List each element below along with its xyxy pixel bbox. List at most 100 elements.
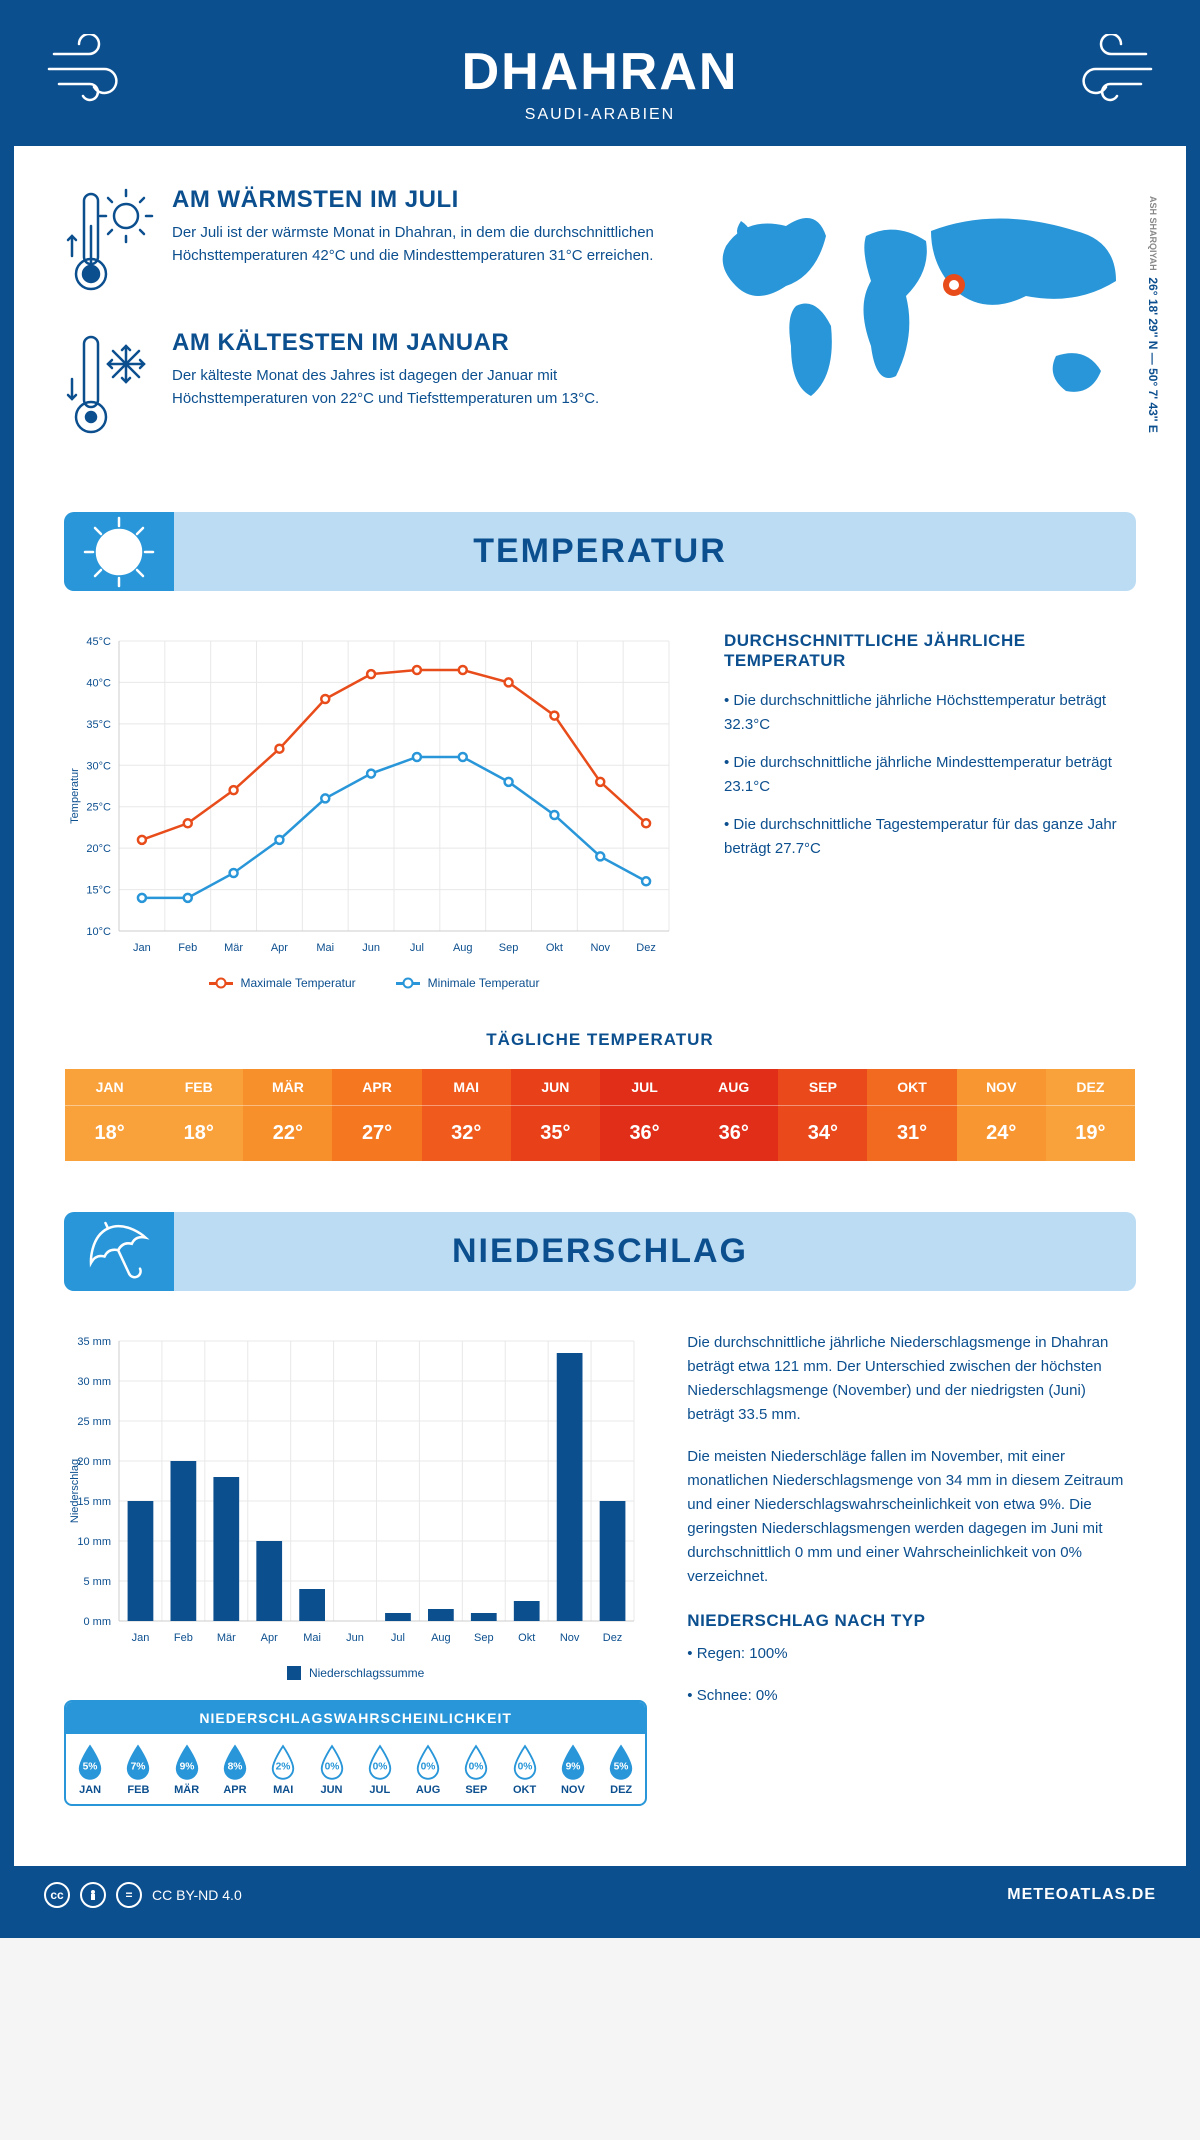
prob-cell: 0% OKT: [500, 1734, 548, 1804]
svg-text:Jun: Jun: [362, 942, 380, 954]
world-map: ASH SHARQIYAH 26° 18' 29'' N — 50° 7' 43…: [696, 186, 1136, 472]
temp-side-b3: • Die durchschnittliche Tagestemperatur …: [724, 813, 1136, 861]
prob-cell: 9% MÄR: [163, 1734, 211, 1804]
section-banner-temperature: TEMPERATUR: [64, 512, 1136, 591]
svg-text:Temperatur: Temperatur: [69, 768, 81, 824]
fact-coldest: AM KÄLTESTEN IM JANUAR Der kälteste Mona…: [64, 329, 656, 444]
svg-text:Feb: Feb: [174, 1632, 193, 1644]
heat-header: MAI: [422, 1069, 511, 1106]
temp-side-title: DURCHSCHNITTLICHE JÄHRLICHE TEMPERATUR: [724, 631, 1136, 671]
heat-value: 35°: [511, 1106, 600, 1161]
fact-cold-text: Der kälteste Monat des Jahres ist dagege…: [172, 365, 656, 410]
svg-text:9%: 9%: [179, 1761, 194, 1772]
svg-text:Mär: Mär: [217, 1632, 236, 1644]
wind-icon: [44, 34, 144, 109]
heat-value: 27°: [332, 1106, 421, 1161]
section-title: NIEDERSCHLAG: [84, 1232, 1116, 1271]
prob-cell: 8% APR: [211, 1734, 259, 1804]
temperature-row: 10°C15°C20°C25°C30°C35°C40°C45°CJanFebMä…: [64, 631, 1136, 990]
chart-legend: Maximale Temperatur Minimale Temperatur: [64, 976, 684, 990]
svg-text:10°C: 10°C: [86, 926, 111, 938]
prob-cell: 5% DEZ: [597, 1734, 645, 1804]
chart-legend: Niederschlagssumme: [64, 1666, 647, 1680]
cc-icon: cc: [44, 1882, 70, 1908]
fact-warmest: AM WÄRMSTEN IM JULI Der Juli ist der wär…: [64, 186, 656, 301]
section-banner-precipitation: NIEDERSCHLAG: [64, 1212, 1136, 1291]
svg-text:30 mm: 30 mm: [77, 1376, 111, 1388]
precip-legend: Niederschlagssumme: [309, 1666, 424, 1680]
svg-text:5%: 5%: [614, 1761, 629, 1772]
thermometer-sun-icon: [64, 186, 154, 301]
heat-header: MÄR: [243, 1069, 332, 1106]
top-row: AM WÄRMSTEN IM JULI Der Juli ist der wär…: [64, 186, 1136, 472]
daily-temp-title: TÄGLICHE TEMPERATUR: [64, 1030, 1136, 1050]
svg-text:30°C: 30°C: [86, 760, 111, 772]
prob-cell: 5% JAN: [66, 1734, 114, 1804]
thermometer-snow-icon: [64, 329, 154, 444]
fact-warm-text: Der Juli ist der wärmste Monat in Dhahra…: [172, 222, 656, 267]
heat-header: OKT: [867, 1069, 956, 1106]
license-text: CC BY-ND 4.0: [152, 1887, 242, 1903]
svg-text:20 mm: 20 mm: [77, 1456, 111, 1468]
svg-text:2%: 2%: [276, 1761, 291, 1772]
precipitation-summary: Die durchschnittliche jährliche Niedersc…: [687, 1331, 1136, 1806]
svg-text:Dez: Dez: [636, 942, 656, 954]
precip-p2: Die meisten Niederschläge fallen im Nove…: [687, 1445, 1136, 1589]
svg-text:15°C: 15°C: [86, 885, 111, 897]
svg-text:Apr: Apr: [261, 1632, 278, 1644]
svg-text:Feb: Feb: [178, 942, 197, 954]
svg-text:15 mm: 15 mm: [77, 1496, 111, 1508]
heat-value: 32°: [422, 1106, 511, 1161]
daily-temp-heatmap: JANFEBMÄRAPRMAIJUNJULAUGSEPOKTNOVDEZ18°1…: [64, 1068, 1136, 1162]
svg-text:Nov: Nov: [590, 942, 610, 954]
svg-text:0%: 0%: [324, 1761, 339, 1772]
svg-text:10 mm: 10 mm: [77, 1536, 111, 1548]
svg-text:40°C: 40°C: [86, 677, 111, 689]
heat-header: JAN: [65, 1069, 154, 1106]
svg-text:0%: 0%: [421, 1761, 436, 1772]
heat-value: 36°: [600, 1106, 689, 1161]
heat-header: DEZ: [1046, 1069, 1135, 1106]
precipitation-probability-box: NIEDERSCHLAGSWAHRSCHEINLICHKEIT 5% JAN 7…: [64, 1700, 647, 1806]
svg-text:0 mm: 0 mm: [84, 1616, 112, 1628]
svg-text:Dez: Dez: [603, 1632, 623, 1644]
heat-value: 31°: [867, 1106, 956, 1161]
prob-cell: 0% SEP: [452, 1734, 500, 1804]
svg-text:Apr: Apr: [271, 942, 288, 954]
svg-text:5%: 5%: [83, 1761, 98, 1772]
fact-warm-title: AM WÄRMSTEN IM JULI: [172, 186, 656, 214]
svg-text:Jan: Jan: [133, 942, 151, 954]
prob-cell: 9% NOV: [549, 1734, 597, 1804]
footer: cc = CC BY-ND 4.0 METEOATLAS.DE: [14, 1866, 1186, 1924]
umbrella-icon: [64, 1212, 174, 1291]
svg-text:35 mm: 35 mm: [77, 1336, 111, 1348]
svg-text:Niederschlag: Niederschlag: [69, 1459, 81, 1523]
heat-value: 22°: [243, 1106, 332, 1161]
heat-value: 18°: [65, 1106, 154, 1161]
heat-value: 36°: [689, 1106, 778, 1161]
precip-rain: • Regen: 100%: [687, 1642, 1136, 1666]
site-name: METEOATLAS.DE: [1007, 1886, 1156, 1904]
svg-text:Okt: Okt: [546, 942, 563, 954]
heat-header: FEB: [154, 1069, 243, 1106]
prob-cell: 0% JUL: [356, 1734, 404, 1804]
header: DHAHRAN SAUDI-ARABIEN: [14, 14, 1186, 146]
heat-header: NOV: [957, 1069, 1046, 1106]
wind-icon: [1056, 34, 1156, 109]
svg-text:45°C: 45°C: [86, 636, 111, 648]
svg-text:0%: 0%: [469, 1761, 484, 1772]
content: AM WÄRMSTEN IM JULI Der Juli ist der wär…: [14, 146, 1186, 1866]
svg-text:25 mm: 25 mm: [77, 1416, 111, 1428]
legend-max-label: Maximale Temperatur: [241, 976, 356, 990]
by-icon: [80, 1882, 106, 1908]
svg-text:Sep: Sep: [499, 942, 519, 954]
svg-text:Jul: Jul: [410, 942, 424, 954]
svg-text:Mai: Mai: [303, 1632, 321, 1644]
temp-side-b2: • Die durchschnittliche jährliche Mindes…: [724, 751, 1136, 799]
infographic-page: DHAHRAN SAUDI-ARABIEN: [0, 0, 1200, 1938]
svg-text:Mai: Mai: [316, 942, 334, 954]
prob-cell: 2% MAI: [259, 1734, 307, 1804]
svg-text:Sep: Sep: [474, 1632, 494, 1644]
prob-title: NIEDERSCHLAGSWAHRSCHEINLICHKEIT: [66, 1702, 645, 1734]
heat-value: 24°: [957, 1106, 1046, 1161]
